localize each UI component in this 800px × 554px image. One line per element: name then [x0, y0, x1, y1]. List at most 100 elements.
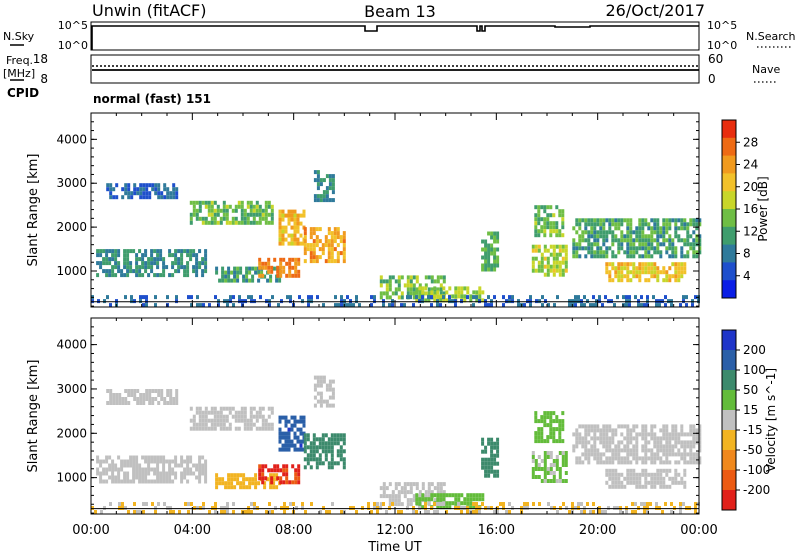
scatter-cell [546, 264, 550, 269]
scatter-cell [665, 226, 669, 231]
scatter-cell [590, 428, 594, 433]
scatter-cell [316, 383, 320, 388]
scatter-cell [96, 459, 100, 464]
scatter-cell [322, 399, 326, 404]
scatter-cell [644, 238, 648, 243]
scatter-cell [487, 259, 491, 264]
scatter-cell [222, 200, 226, 205]
scatter-cell [546, 205, 550, 210]
scatter-cell [698, 460, 702, 465]
scatter-cell [637, 506, 640, 510]
scatter-cell [216, 204, 220, 209]
scatter-cell [635, 484, 639, 489]
scatter-cell [290, 209, 294, 214]
scatter-cell [204, 253, 208, 258]
scatter-cell [502, 295, 505, 300]
scatter-cell [650, 472, 654, 477]
scatter-cell [117, 471, 121, 476]
scatter-cell [490, 449, 494, 454]
scatter-cell [448, 295, 451, 300]
scatter-cell [541, 303, 544, 308]
scatter-cell [650, 254, 654, 259]
scatter-cell [285, 468, 289, 473]
scatter-cell [333, 231, 337, 236]
scatter-cell [293, 423, 297, 428]
scatter-cell [578, 242, 582, 247]
scatter-cell [330, 437, 334, 442]
scatter-cell [641, 432, 645, 437]
scatter-cell [644, 432, 648, 437]
scatter-cell [665, 452, 669, 457]
scatter-cell [572, 448, 576, 453]
scatter-cell [650, 452, 654, 457]
x-tick-label: 00:00 [72, 523, 109, 538]
scatter-cell [555, 479, 559, 483]
scatter-cell [670, 502, 673, 506]
scatter-cell [558, 264, 562, 269]
scatter-cell [151, 502, 154, 506]
scatter-cell [537, 233, 541, 238]
scatter-cell [695, 238, 699, 243]
scatter-cell [216, 414, 220, 419]
scatter-cell [439, 486, 443, 491]
scatter-cell [691, 303, 694, 308]
scatter-cell [623, 424, 627, 429]
scatter-cell [555, 244, 559, 249]
scatter-cell [487, 231, 491, 236]
scatter-cell [415, 482, 419, 487]
scatter-cell [617, 480, 621, 485]
scatter-cell [145, 191, 149, 196]
scatter-cell [318, 239, 322, 244]
scatter-cell [558, 439, 562, 444]
scatter-cell [219, 422, 223, 427]
scatter-cell [575, 440, 579, 445]
scatter-cell [227, 481, 231, 486]
scatter-cell [632, 270, 636, 275]
scatter-cell [400, 275, 404, 280]
scatter-cell [656, 472, 660, 477]
scatter-cell [133, 191, 137, 196]
scatter-cell [487, 465, 491, 470]
scatter-cell [490, 469, 494, 474]
colorbar-tick-label: 24 [743, 158, 758, 172]
scatter-cell [242, 278, 246, 283]
scatter-cell [162, 257, 166, 262]
scatter-cell [213, 216, 217, 221]
scatter-cell [124, 401, 128, 405]
scatter-cell [385, 291, 389, 296]
scatter-cell [647, 440, 651, 445]
scatter-cell [537, 248, 541, 253]
scatter-cell [189, 249, 193, 254]
scatter-cell [635, 226, 639, 231]
scatter-cell [632, 448, 636, 453]
scatter-cell [313, 375, 317, 380]
scatter-cell [478, 294, 482, 299]
scatter-cell [195, 422, 199, 427]
scatter-cell [667, 299, 670, 304]
scatter-cell [189, 212, 193, 217]
heatmap-background [91, 318, 699, 514]
scatter-cell [303, 433, 307, 438]
scatter-cell [689, 444, 693, 449]
scatter-cell [169, 195, 173, 200]
scatter-cell [309, 465, 313, 470]
scatter-cell [674, 452, 678, 457]
scatter-cell [264, 265, 268, 270]
scatter-cell [605, 472, 609, 477]
scatter-cell [325, 399, 329, 404]
scatter-cell [157, 195, 161, 200]
scatter-cell [674, 468, 678, 473]
scatter-cell [698, 456, 702, 461]
scatter-cell [665, 270, 669, 275]
scatter-cell [406, 283, 410, 288]
scatter-cell [102, 269, 106, 274]
scatter-cell [231, 208, 235, 213]
scatter-cell [472, 505, 476, 510]
sky-right-label: N.Search [746, 30, 796, 43]
scatter-cell [424, 497, 428, 502]
scatter-cell [96, 261, 100, 266]
scatter-cell [493, 457, 497, 462]
scatter-cell [466, 290, 470, 295]
scatter-cell [215, 485, 219, 490]
scatter-cell [659, 484, 663, 489]
